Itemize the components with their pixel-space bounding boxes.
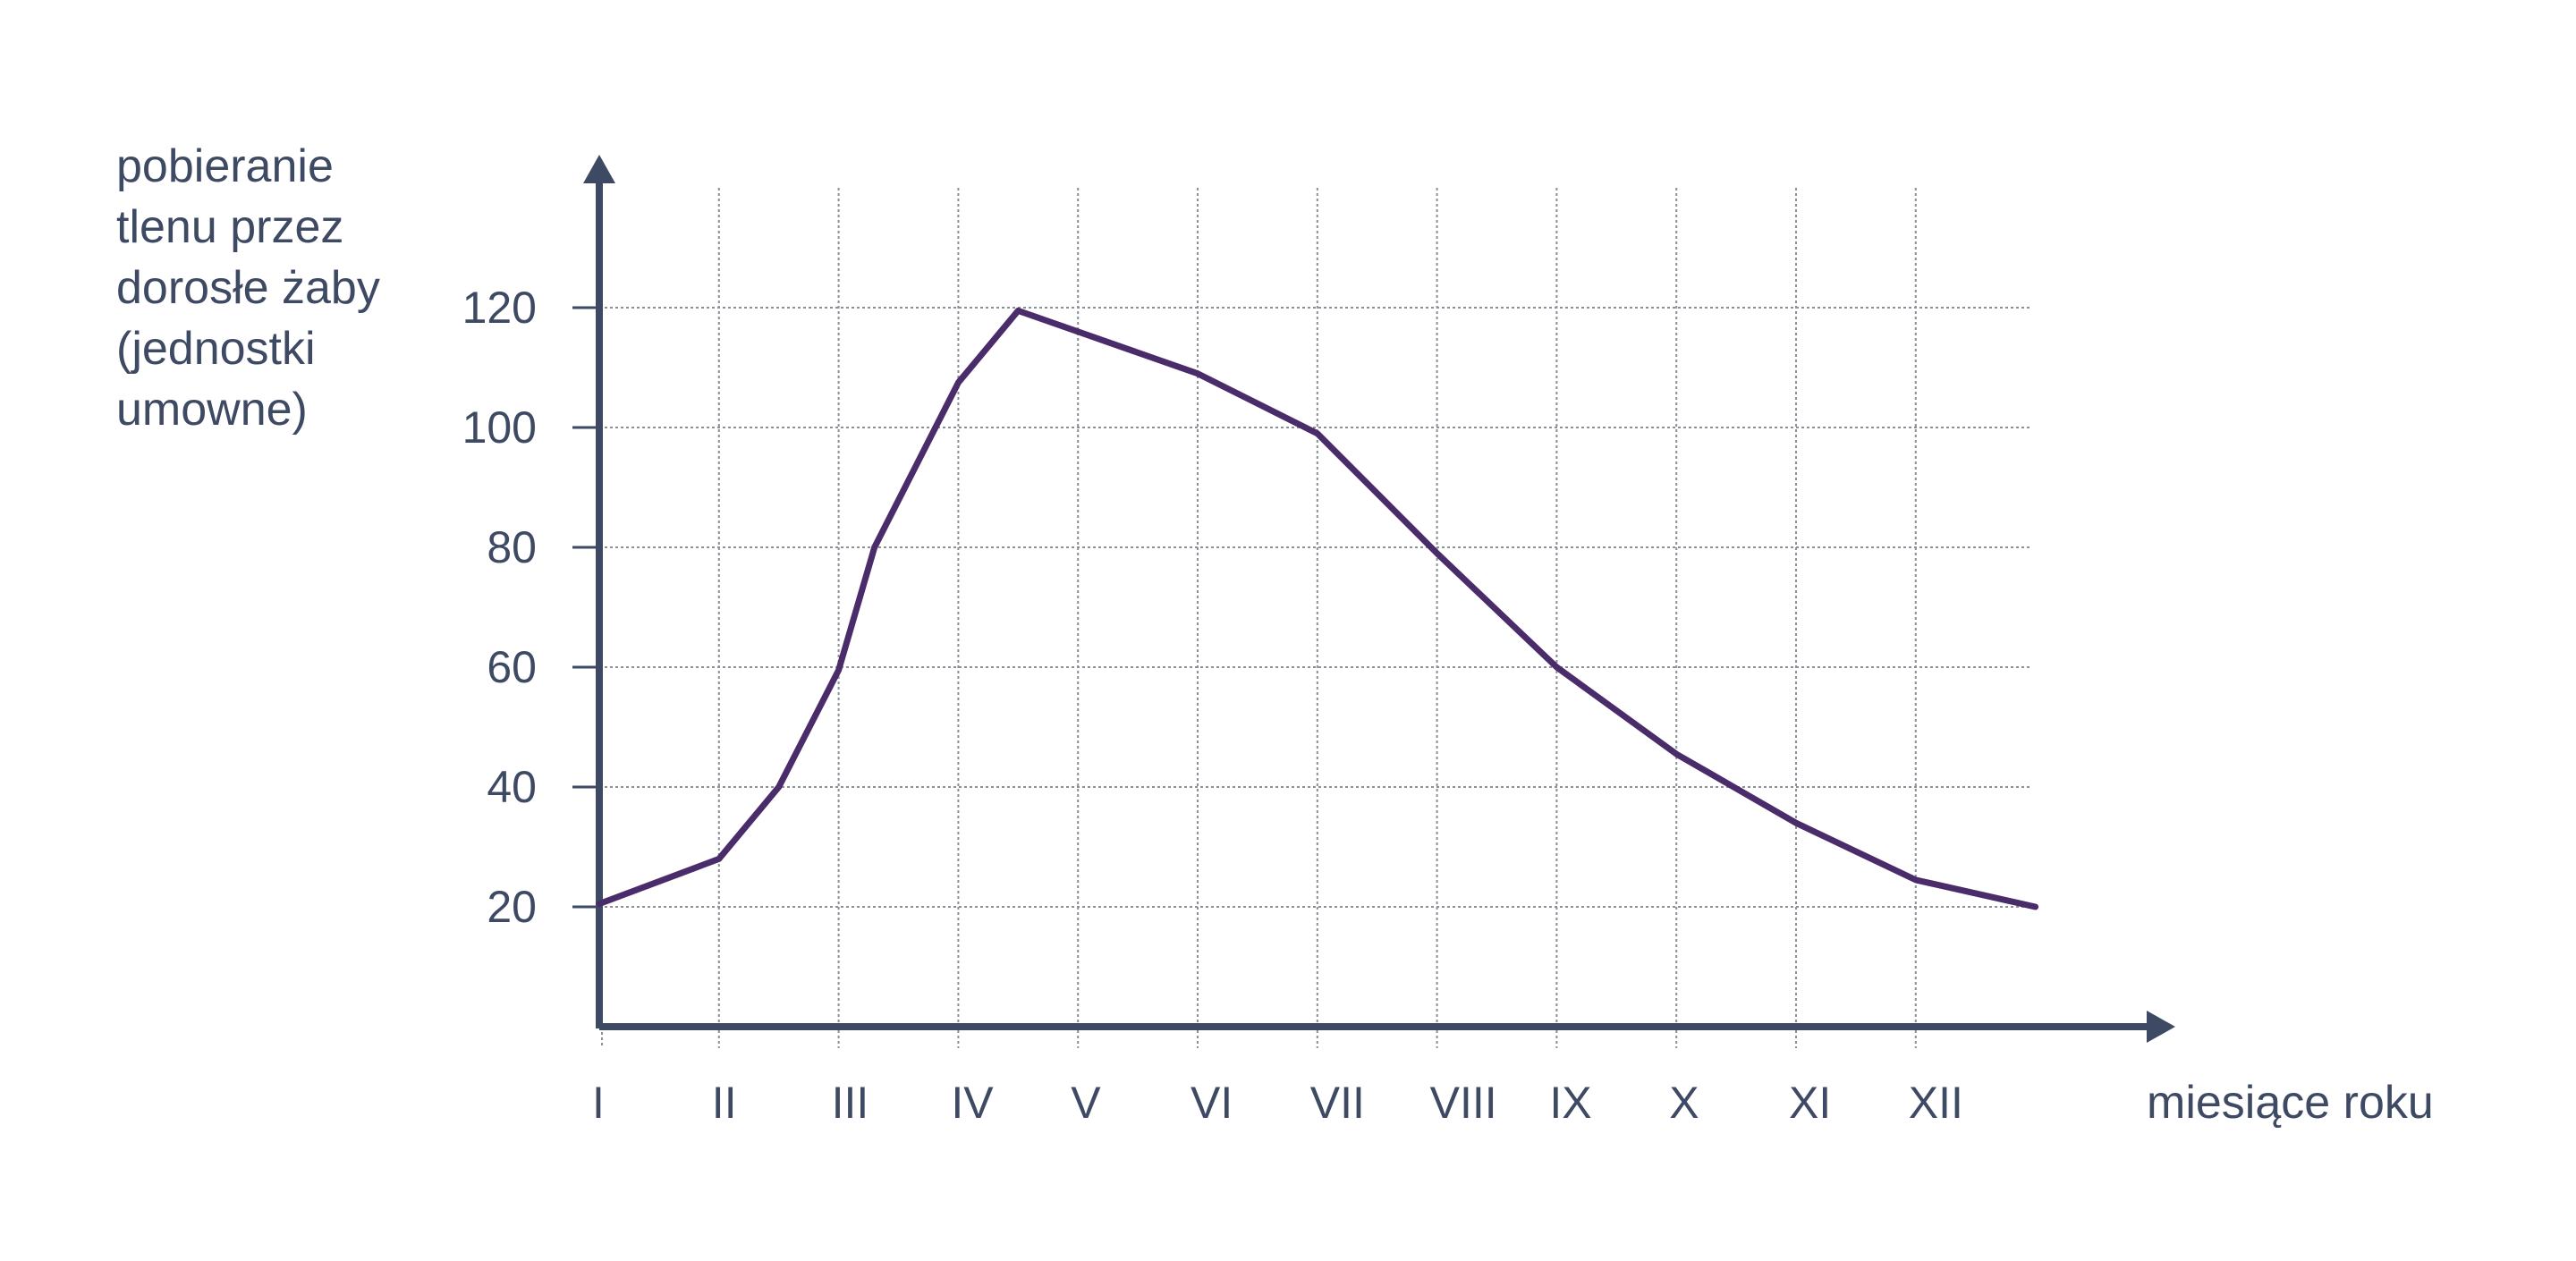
x-axis-title: miesiące roku	[2147, 1077, 2434, 1129]
x-tick-label: XI	[1789, 1078, 1831, 1128]
y-axis-arrow-icon	[583, 155, 615, 183]
x-axis-arrow-icon	[2147, 1011, 2175, 1043]
x-tick-label: VI	[1191, 1078, 1233, 1128]
y-tick-label: 60	[487, 642, 537, 692]
x-tick-label: VIII	[1430, 1078, 1497, 1128]
x-tick-label: IV	[951, 1078, 994, 1128]
y-axis-title-line: tlenu przez	[116, 201, 343, 253]
x-tick-label: V	[1071, 1078, 1101, 1128]
y-tick-label: 120	[462, 283, 537, 333]
y-tick-label: 20	[487, 882, 537, 932]
grid	[572, 188, 2030, 1048]
x-tick-label: XII	[1909, 1078, 1963, 1128]
axes	[583, 155, 2175, 1043]
x-tick-label: II	[712, 1078, 737, 1128]
x-tick-label: III	[832, 1078, 869, 1128]
series-line	[596, 307, 2039, 910]
series	[596, 307, 2039, 910]
x-tick-label: X	[1669, 1078, 1699, 1128]
y-tick-label: 80	[487, 522, 537, 572]
x-tick-label: I	[592, 1078, 605, 1128]
y-axis-title-line: pobieranie	[116, 140, 334, 192]
y-axis-title-line: (jednostki	[116, 323, 316, 375]
x-tick-label: VII	[1310, 1078, 1365, 1128]
y-axis-title: pobieranie tlenu przez dorosłe żaby (jednos…	[116, 140, 380, 436]
x-tick-labels: I II III IV V VI VII VIII IX X XI XII	[592, 1078, 1963, 1128]
y-axis-title-line: umowne)	[116, 384, 308, 436]
y-tick-labels: 20 40 60 80 100 120	[462, 283, 537, 932]
y-axis-title-line: dorosłe żaby	[116, 262, 380, 314]
y-tick-label: 100	[462, 402, 537, 453]
y-tick-label: 40	[487, 762, 537, 812]
x-tick-label: IX	[1549, 1078, 1591, 1128]
